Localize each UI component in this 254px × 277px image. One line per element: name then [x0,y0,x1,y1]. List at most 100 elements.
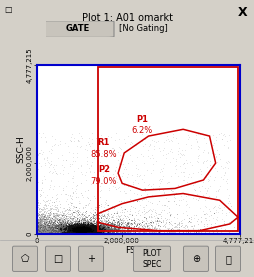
Point [78,228,83,233]
Point [134,232,138,236]
Point [64,230,68,235]
Point [84,227,88,231]
Point [39,232,43,236]
Point [89,226,93,231]
Point [85,227,89,232]
Point [66,214,70,219]
Point [78,224,82,229]
Point [157,230,161,234]
Point [37,230,41,235]
Point [55,229,59,234]
Point [78,226,82,231]
Point [152,144,156,148]
Point [74,224,78,228]
Point [42,229,46,233]
Point [72,227,76,232]
Point [41,227,45,231]
Point [88,225,92,230]
Point [42,222,46,227]
Point [174,225,178,229]
Point [70,226,74,230]
Point [36,229,40,234]
Point [40,228,44,233]
Point [75,228,79,233]
Point [75,232,80,236]
Point [54,232,58,236]
Point [76,227,80,231]
Point [194,213,198,217]
Point [78,226,82,230]
Point [51,229,55,234]
Point [91,229,95,234]
Point [84,227,88,232]
Point [84,226,88,230]
Point [207,193,211,198]
Point [74,226,78,230]
Point [76,225,80,229]
Point [75,229,79,233]
Point [46,226,50,231]
Point [79,227,83,231]
Point [58,229,62,233]
Point [60,221,64,225]
Point [95,224,99,229]
Point [36,230,40,235]
Point [73,230,77,234]
Point [77,218,81,222]
Point [56,224,60,228]
Point [132,231,136,235]
Point [77,226,81,230]
Point [71,227,75,232]
Point [87,227,91,231]
Point [98,226,102,231]
Point [89,230,93,235]
Point [74,227,78,231]
Point [192,193,196,198]
Point [86,227,90,231]
Point [80,221,84,225]
Point [99,229,103,234]
Point [105,226,109,230]
Point [66,224,70,229]
Point [84,226,88,230]
Point [69,231,73,235]
Point [83,230,87,235]
Point [87,225,91,229]
Point [63,217,67,222]
Point [88,227,92,232]
Point [74,227,78,232]
Point [80,226,84,230]
Point [89,227,93,232]
Point [93,226,97,230]
Point [89,230,93,235]
Point [74,227,78,231]
Point [84,230,88,235]
Point [85,227,89,232]
Point [82,227,86,232]
Point [86,225,90,230]
Point [35,232,39,236]
Point [70,228,74,233]
Point [67,222,71,227]
Point [85,227,89,231]
Point [84,227,88,231]
Point [121,153,125,158]
Point [90,228,94,232]
Point [63,231,67,235]
Point [66,229,70,233]
Point [128,142,132,147]
Point [82,220,86,225]
Point [51,230,55,234]
Point [67,223,71,227]
Point [170,188,174,193]
Point [117,227,121,232]
Point [82,226,86,230]
Point [86,228,90,232]
Point [85,222,89,226]
Point [87,227,91,231]
Point [93,230,98,235]
Point [50,231,54,235]
Point [85,227,89,231]
Point [37,232,41,236]
Point [83,227,87,231]
